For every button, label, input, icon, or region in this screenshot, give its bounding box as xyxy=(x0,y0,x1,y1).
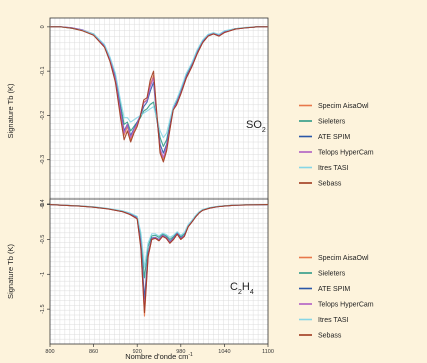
y-axis-label: Signature Tb (K) xyxy=(6,244,15,299)
chart-1: 106011001140118012200-0.1-0.2-0.3-0.4SO2… xyxy=(6,17,374,220)
legend-label: ATE SPIM xyxy=(318,134,350,141)
legend-label: Specim AisaOwl xyxy=(318,255,369,262)
legend-label: Sieleters xyxy=(318,119,346,126)
x-tick-label: 1040 xyxy=(218,349,230,355)
series-line xyxy=(49,204,269,314)
y-tick-label: -0.4 xyxy=(40,199,46,208)
x-tick-label: 920 xyxy=(133,349,142,355)
legend-label: ATE SPIM xyxy=(318,286,350,293)
series-line xyxy=(50,26,268,163)
legend-label: Itres TASI xyxy=(318,317,349,324)
gas-annotation: SO2 xyxy=(246,119,266,134)
y-axis-label: Signature Tb (K) xyxy=(6,83,15,138)
y-tick-label: -0.2 xyxy=(40,111,46,120)
y-tick-label: 0 xyxy=(40,203,46,206)
legend-label: Telops HyperCam xyxy=(318,150,374,157)
annotation-subscript: 4 xyxy=(250,289,254,296)
x-tick-label: 860 xyxy=(89,349,98,355)
x-axis-label: Nombre d'onde cm-1 xyxy=(125,352,193,361)
y-tick-label: -0.5 xyxy=(40,235,46,244)
plot-frame xyxy=(49,198,269,345)
x-tick-label: 1100 xyxy=(262,349,274,355)
legend: Specim AisaOwl Sieleters ATE SPIM Telops Hy… xyxy=(299,255,374,340)
y-tick-label: -1 xyxy=(40,272,46,277)
legend-label: Specim AisaOwl xyxy=(318,103,369,110)
x-axis-label-sup: -1 xyxy=(188,352,193,358)
annotation-text: SO xyxy=(246,119,262,131)
legend: Specim AisaOwl Sieleters ATE SPIM Telops Hy… xyxy=(299,103,374,188)
x-tick-label: 980 xyxy=(176,349,185,355)
legend-label: Itres TASI xyxy=(318,165,349,172)
y-tick-label: -0.3 xyxy=(40,155,46,164)
gas-annotation: C2H4 xyxy=(230,281,254,296)
y-tick-label: -1.5 xyxy=(40,304,46,313)
series-lines xyxy=(50,26,268,163)
chart-2: 800 860 920 980 1040 1100 0 -0.5 -1 -1.5 C2H4 Nombr… xyxy=(6,198,374,361)
legend-label: Sebass xyxy=(318,333,342,340)
series-lines xyxy=(49,204,269,317)
legend-label: Telops HyperCam xyxy=(318,302,374,309)
annotation-text: H xyxy=(242,281,250,293)
y-tick-label: 0 xyxy=(40,25,46,28)
legend-label: Sieleters xyxy=(318,271,346,278)
x-axis-label-text: Nombre d'onde cm xyxy=(125,352,188,361)
annotation-subscript: 2 xyxy=(262,127,266,134)
legend-label: Sebass xyxy=(318,181,342,188)
grid xyxy=(50,18,268,204)
annotation-text: C xyxy=(230,281,238,293)
x-tick-label: 800 xyxy=(45,349,54,355)
annotation-subscript: 2 xyxy=(238,289,242,296)
y-tick-label: -0.1 xyxy=(40,66,46,75)
